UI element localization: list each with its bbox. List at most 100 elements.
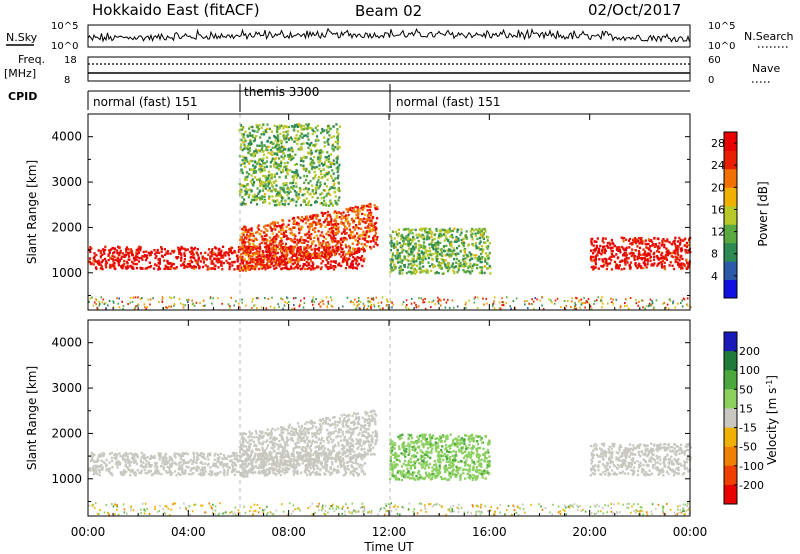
cell-power-2 <box>303 192 306 196</box>
cell-power-ground <box>284 301 286 304</box>
cell-power-1 <box>268 264 271 267</box>
cell-power-ground <box>498 301 501 304</box>
cell-power-ground <box>186 299 188 302</box>
cell-velocity-0 <box>197 457 200 460</box>
cell-power-1 <box>257 224 260 227</box>
cell-velocity-0 <box>222 454 226 457</box>
cell-power-ground <box>95 303 97 306</box>
cell-power-ground <box>534 297 536 300</box>
cell-power-ground <box>651 299 653 302</box>
cell-power-4 <box>635 240 638 243</box>
cell-velocity-0 <box>316 470 319 474</box>
cell-velocity-0 <box>232 451 235 455</box>
cell-power-2 <box>256 162 259 165</box>
cell-power-3 <box>436 254 439 257</box>
cell-power-2 <box>323 182 326 185</box>
cell-power-ground <box>380 301 383 304</box>
cell-power-1 <box>282 233 286 236</box>
cell-power-0 <box>327 257 330 260</box>
cell-power-3 <box>435 259 438 263</box>
cell-power-0 <box>236 267 239 271</box>
cell-power-3 <box>449 229 452 233</box>
cell-power-ground <box>642 306 644 309</box>
cell-power-ground <box>217 297 219 300</box>
cell-power-0 <box>158 251 161 255</box>
cell-velocity-0 <box>151 473 154 476</box>
cell-power-1 <box>311 228 315 231</box>
cell-power-2 <box>322 168 325 171</box>
cell-power-2 <box>331 169 334 172</box>
cell-power-2 <box>331 147 334 150</box>
cell-power-3 <box>423 229 427 233</box>
cell-power-1 <box>374 242 377 245</box>
cell-power-3 <box>468 251 471 254</box>
cell-power-4 <box>610 238 613 242</box>
cell-power-ground <box>493 296 496 299</box>
cell-power-2 <box>303 200 306 203</box>
cell-velocity-0 <box>248 469 251 472</box>
cell-power-2 <box>316 124 319 128</box>
cell-velocity-0 <box>355 467 358 470</box>
cell-power-1 <box>341 247 344 251</box>
cell-power-0 <box>236 254 239 257</box>
cell-velocity-0 <box>149 465 152 468</box>
cell-power-ground <box>556 297 559 300</box>
cell-power-0 <box>214 253 217 256</box>
cell-power-0 <box>101 259 104 262</box>
cell-power-2 <box>298 187 301 190</box>
cell-power-ground <box>195 301 198 304</box>
cell-power-0 <box>149 265 153 268</box>
cell-power-1 <box>260 229 263 233</box>
cell-power-0 <box>196 260 199 263</box>
cell-power-1 <box>314 215 317 218</box>
cell-power-1 <box>289 245 292 248</box>
cell-power-1 <box>305 254 308 257</box>
cell-power-1 <box>265 263 268 267</box>
cell-power-1 <box>261 250 264 253</box>
cell-power-ground <box>254 304 256 307</box>
cell-power-2 <box>313 130 316 134</box>
cell-power-4 <box>603 251 607 255</box>
cell-power-2 <box>319 154 322 158</box>
cell-power-0 <box>90 247 93 250</box>
cell-power-0 <box>104 260 108 263</box>
cell-power-1 <box>242 238 245 242</box>
cell-power-1 <box>274 228 277 231</box>
cell-power-1 <box>309 236 312 239</box>
cell-velocity-0 <box>257 471 260 474</box>
cell-power-2 <box>334 199 337 203</box>
cell-power-0 <box>220 256 223 259</box>
cell-power-3 <box>397 228 400 231</box>
cell-power-2 <box>305 197 308 200</box>
cell-power-ground <box>627 307 630 310</box>
cell-power-1 <box>239 238 242 242</box>
cell-power-2 <box>296 138 299 142</box>
cell-power-3 <box>430 242 433 245</box>
cell-power-1 <box>255 231 258 234</box>
cell-power-1 <box>349 233 353 236</box>
freq-label: Freq. <box>18 53 45 66</box>
cell-power-2 <box>274 145 278 148</box>
cell-power-0 <box>189 265 193 268</box>
cell-power-3 <box>440 248 443 251</box>
cell-power-0 <box>172 251 175 254</box>
cell-power-4 <box>614 265 618 268</box>
cell-power-2 <box>264 184 267 188</box>
cell-power-4 <box>628 252 631 255</box>
cell-power-4 <box>660 261 663 264</box>
cell-power-1 <box>334 227 338 231</box>
cell-power-1 <box>376 236 379 239</box>
cell-power-4 <box>637 239 640 243</box>
cell-power-2 <box>319 193 322 196</box>
cell-power-2 <box>245 158 248 161</box>
cell-power-1 <box>332 230 335 233</box>
cell-velocity-0 <box>115 460 118 464</box>
cell-power-1 <box>363 220 366 224</box>
cell-power-2 <box>261 195 264 198</box>
cell-power-ground <box>635 299 637 302</box>
cell-power-1 <box>262 258 265 262</box>
cell-velocity-0 <box>170 465 173 468</box>
cell-power-2 <box>248 193 251 196</box>
cell-power-2 <box>321 130 324 133</box>
